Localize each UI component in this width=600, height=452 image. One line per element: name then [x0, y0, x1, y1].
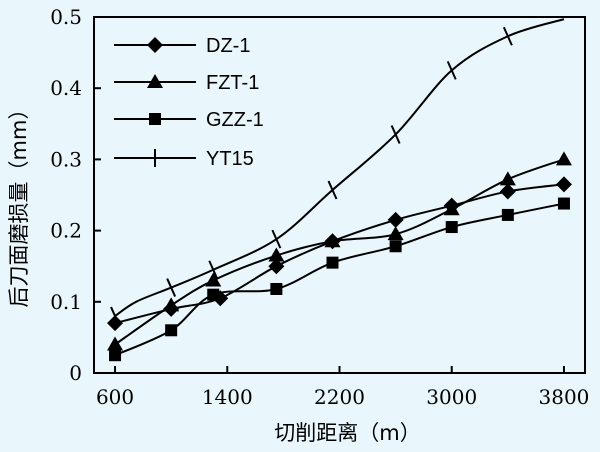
y-tick-label: 0.1 — [50, 290, 82, 314]
point-yt15 — [446, 60, 457, 80]
point-yt15 — [502, 26, 513, 46]
y-tick-label: 0.3 — [50, 147, 82, 171]
point-dz-1 — [555, 176, 572, 193]
point-dz-1 — [499, 183, 516, 200]
point-yt15 — [327, 180, 338, 200]
series-line-dz-1 — [114, 183, 565, 325]
x-tick-label: 600 — [96, 385, 134, 409]
y-tick-label: 0 — [69, 361, 82, 385]
series-line-yt15 — [114, 18, 565, 317]
point-yt15 — [110, 306, 120, 326]
series-line-gzz-1 — [114, 202, 565, 357]
point-fzt-1 — [443, 201, 460, 216]
legend-marker-fzt-1 — [147, 74, 163, 88]
point-fzt-1 — [387, 226, 404, 241]
legend-label-dz-1: DZ-1 — [206, 35, 250, 57]
y-tick-label: 0.4 — [50, 76, 82, 100]
point-gzz-1 — [109, 349, 122, 362]
point-gzz-1 — [501, 208, 514, 221]
legend-label-gzz-1: GZZ-1 — [206, 109, 264, 131]
point-fzt-1 — [555, 151, 572, 166]
x-tick-label: 2200 — [314, 385, 365, 409]
point-fzt-1 — [107, 336, 124, 351]
point-fzt-1 — [499, 171, 516, 186]
y-tick-label: 0.2 — [50, 219, 82, 243]
point-gzz-1 — [165, 324, 178, 337]
x-tick-label: 1400 — [202, 385, 253, 409]
y-tick-label: 0.5 — [50, 5, 82, 29]
point-gzz-1 — [326, 256, 339, 269]
series-line-fzt-1 — [114, 158, 565, 346]
point-fzt-1 — [268, 247, 285, 262]
point-yt15 — [166, 278, 177, 297]
point-dz-1 — [268, 258, 285, 275]
x-axis-title: 切削距离（m） — [274, 421, 420, 445]
legend-label-yt15: YT15 — [206, 148, 254, 170]
point-gzz-1 — [445, 221, 458, 234]
point-yt15 — [271, 229, 282, 249]
point-gzz-1 — [207, 288, 220, 301]
point-fzt-1 — [324, 233, 341, 248]
point-fzt-1 — [205, 272, 222, 287]
x-tick-label: 3000 — [426, 385, 477, 409]
legend: DZ-1 FZT-1 GZZ-1 YT15 — [114, 35, 264, 170]
chart-marks: 600 1400 2200 3000 3800 0 0.1 0.2 0.3 0.4 0.5 — [50, 5, 589, 409]
point-yt15 — [208, 260, 219, 280]
point-dz-1 — [107, 315, 124, 332]
point-dz-1 — [387, 211, 404, 228]
y-axis-title: 后刀面磨损量（mm） — [7, 99, 31, 308]
chart-labels: 切削距离（m） 后刀面磨损量（mm） — [7, 99, 421, 445]
point-gzz-1 — [389, 240, 402, 253]
x-tick-label: 3800 — [539, 385, 590, 409]
point-gzz-1 — [270, 282, 283, 295]
point-gzz-1 — [557, 197, 570, 210]
legend-marker-dz-1 — [147, 37, 163, 53]
point-yt15 — [390, 125, 401, 144]
point-fzt-1 — [163, 297, 180, 312]
legend-label-fzt-1: FZT-1 — [206, 72, 259, 94]
legend-marker-gzz-1 — [149, 113, 161, 125]
